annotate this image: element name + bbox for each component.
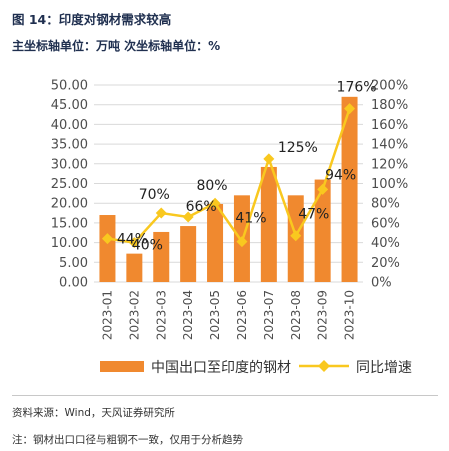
growth-line xyxy=(107,108,351,244)
growth-marker xyxy=(317,183,329,195)
bar xyxy=(260,166,277,282)
y-tick-label: 15.00 xyxy=(51,216,88,231)
y2-tick-label: 0% xyxy=(371,276,392,291)
y2-tick-label: 140% xyxy=(371,138,408,153)
growth-data-label: 80% xyxy=(196,178,227,194)
growth-marker xyxy=(209,197,221,209)
y-tick-label: 45.00 xyxy=(51,98,88,113)
y-tick-label: 35.00 xyxy=(51,138,88,153)
growth-marker xyxy=(101,233,113,245)
bar xyxy=(180,226,197,282)
line-series xyxy=(101,103,356,249)
data-labels: 44%40% 70% 66% 80% 41% 125% 47% 94% 176% xyxy=(117,80,377,254)
growth-marker xyxy=(128,237,140,249)
y-tick-label: 30.00 xyxy=(51,157,88,172)
y-tick-label: 40.00 xyxy=(51,118,88,133)
bar xyxy=(341,96,358,282)
x-tick-label: 2023-05 xyxy=(208,290,222,340)
x-tick-label: 2023-09 xyxy=(316,290,330,340)
x-tick-label: 2023-01 xyxy=(100,290,114,340)
y-tick-label: 10.00 xyxy=(51,236,88,251)
legend-line-marker xyxy=(318,360,330,372)
growth-data-label: 94% xyxy=(325,167,356,183)
x-tick-label: 2023-07 xyxy=(262,290,276,340)
bar xyxy=(207,203,224,282)
figure-title: 图 14：印度对钢材需求较高 xyxy=(12,12,172,27)
growth-data-label: 41% xyxy=(235,211,266,227)
y2-tick-label: 160% xyxy=(371,118,408,133)
legend-line-label: 同比增速 xyxy=(356,360,412,376)
footnote: 注：钢材出口口径与粗钢不一致，仅用于分析趋势 xyxy=(12,434,243,446)
x-tick-label: 2023-08 xyxy=(289,290,303,340)
bar xyxy=(99,215,116,282)
y2-tick-label: 100% xyxy=(371,177,408,192)
growth-marker xyxy=(155,207,167,219)
growth-data-label: 44% xyxy=(117,232,148,248)
figure-subtitle: 主坐标轴单位：万吨 次坐标轴单位：% xyxy=(12,39,221,53)
legend-bar-label: 中国出口至印度的钢材 xyxy=(151,360,291,376)
growth-data-label: 70% xyxy=(139,187,170,203)
x-tick-label: 2023-10 xyxy=(343,290,357,340)
source-note: 资料来源：Wind，天风证券研究所 xyxy=(12,407,175,419)
y2-tick-label: 120% xyxy=(371,157,408,172)
y-tick-label: 25.00 xyxy=(51,177,88,192)
footer-divider xyxy=(12,395,438,396)
y2-tick-label: 60% xyxy=(371,216,400,231)
bar xyxy=(153,231,170,282)
y2-tick-label: 180% xyxy=(371,98,408,113)
growth-marker xyxy=(236,236,248,248)
bar xyxy=(126,253,143,282)
y-tick-label: 20.00 xyxy=(51,197,88,212)
growth-data-label: 40% xyxy=(132,238,163,254)
axis-ticks: 0.00 5.00 10.00 15.00 20.00 25.00 30.00 35.00 40… xyxy=(51,79,408,341)
growth-marker xyxy=(290,230,302,242)
x-tick-label: 2023-06 xyxy=(235,290,249,340)
y2-tick-label: 40% xyxy=(371,236,400,251)
growth-data-label: 125% xyxy=(278,140,318,156)
y2-tick-label: 80% xyxy=(371,197,400,212)
growth-data-label: 47% xyxy=(298,207,329,223)
growth-data-label: 66% xyxy=(186,199,217,215)
y2-tick-label: 200% xyxy=(371,79,408,94)
growth-marker xyxy=(263,153,275,165)
chart: 0.00 5.00 10.00 15.00 20.00 25.00 30.00 35.00 40… xyxy=(51,79,412,377)
x-tick-label: 2023-04 xyxy=(181,290,195,340)
y-tick-label: 50.00 xyxy=(51,79,88,94)
growth-data-label: 176% xyxy=(337,80,377,96)
legend: 中国出口至印度的钢材 同比增速 xyxy=(100,360,412,376)
growth-marker xyxy=(344,103,356,115)
y2-tick-label: 20% xyxy=(371,256,400,271)
y-tick-label: 0.00 xyxy=(59,276,88,291)
legend-bar-swatch xyxy=(100,361,144,372)
x-tick-label: 2023-02 xyxy=(127,290,141,340)
growth-marker xyxy=(182,211,194,223)
x-tick-label: 2023-03 xyxy=(154,290,168,340)
bar xyxy=(314,179,331,282)
y-tick-label: 5.00 xyxy=(59,256,88,271)
